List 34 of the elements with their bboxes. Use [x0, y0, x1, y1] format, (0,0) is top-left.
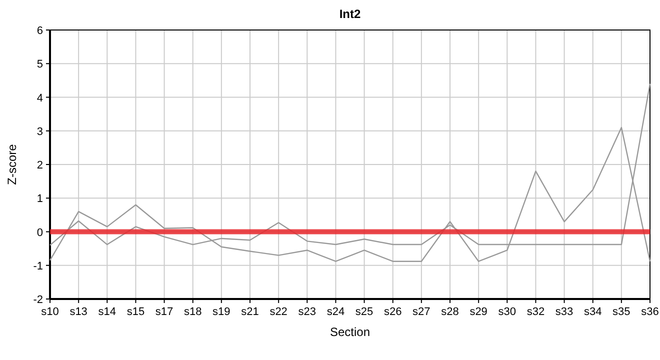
- x-tick-label: s24: [326, 306, 345, 318]
- y-tick-label: -1: [33, 260, 43, 272]
- x-tick-label: s33: [555, 306, 574, 318]
- x-tick-label: s30: [498, 306, 516, 318]
- x-tick-label: s26: [384, 306, 402, 318]
- x-tick-label: s29: [470, 306, 488, 318]
- x-tick-label: s32: [526, 306, 545, 318]
- x-tick-label: s10: [41, 306, 59, 318]
- y-tick-label: 4: [36, 92, 43, 104]
- x-tick-label: s14: [98, 306, 116, 318]
- x-tick-label: s18: [184, 306, 202, 318]
- chart-title: Int2: [339, 7, 361, 21]
- x-tick-label: s22: [270, 306, 288, 318]
- y-axis-title: Z-score: [5, 144, 19, 185]
- x-tick-label: s36: [641, 306, 659, 318]
- x-tick-label: s27: [412, 306, 430, 318]
- x-tick-label: s19: [212, 306, 230, 318]
- y-tick-label: 0: [36, 226, 43, 239]
- x-tick-label: s28: [441, 306, 459, 318]
- y-tick-label: -2: [33, 294, 43, 306]
- x-tick-label: s21: [241, 306, 259, 318]
- x-tick-label: s34: [584, 306, 602, 318]
- y-tick-label: 3: [36, 126, 43, 138]
- x-tick-label: s17: [155, 306, 174, 318]
- x-tick-label: s15: [126, 306, 145, 318]
- x-tick-label: s25: [355, 306, 374, 318]
- y-tick-label: 2: [36, 160, 43, 172]
- y-tick-label: 5: [36, 58, 43, 71]
- y-tick-label: 6: [36, 25, 43, 37]
- x-tick-label: s35: [612, 306, 630, 318]
- x-tick-label: s13: [70, 306, 88, 318]
- x-axis-title: Section: [330, 325, 370, 339]
- x-tick-label: s23: [298, 306, 316, 318]
- y-tick-label: 1: [36, 193, 43, 206]
